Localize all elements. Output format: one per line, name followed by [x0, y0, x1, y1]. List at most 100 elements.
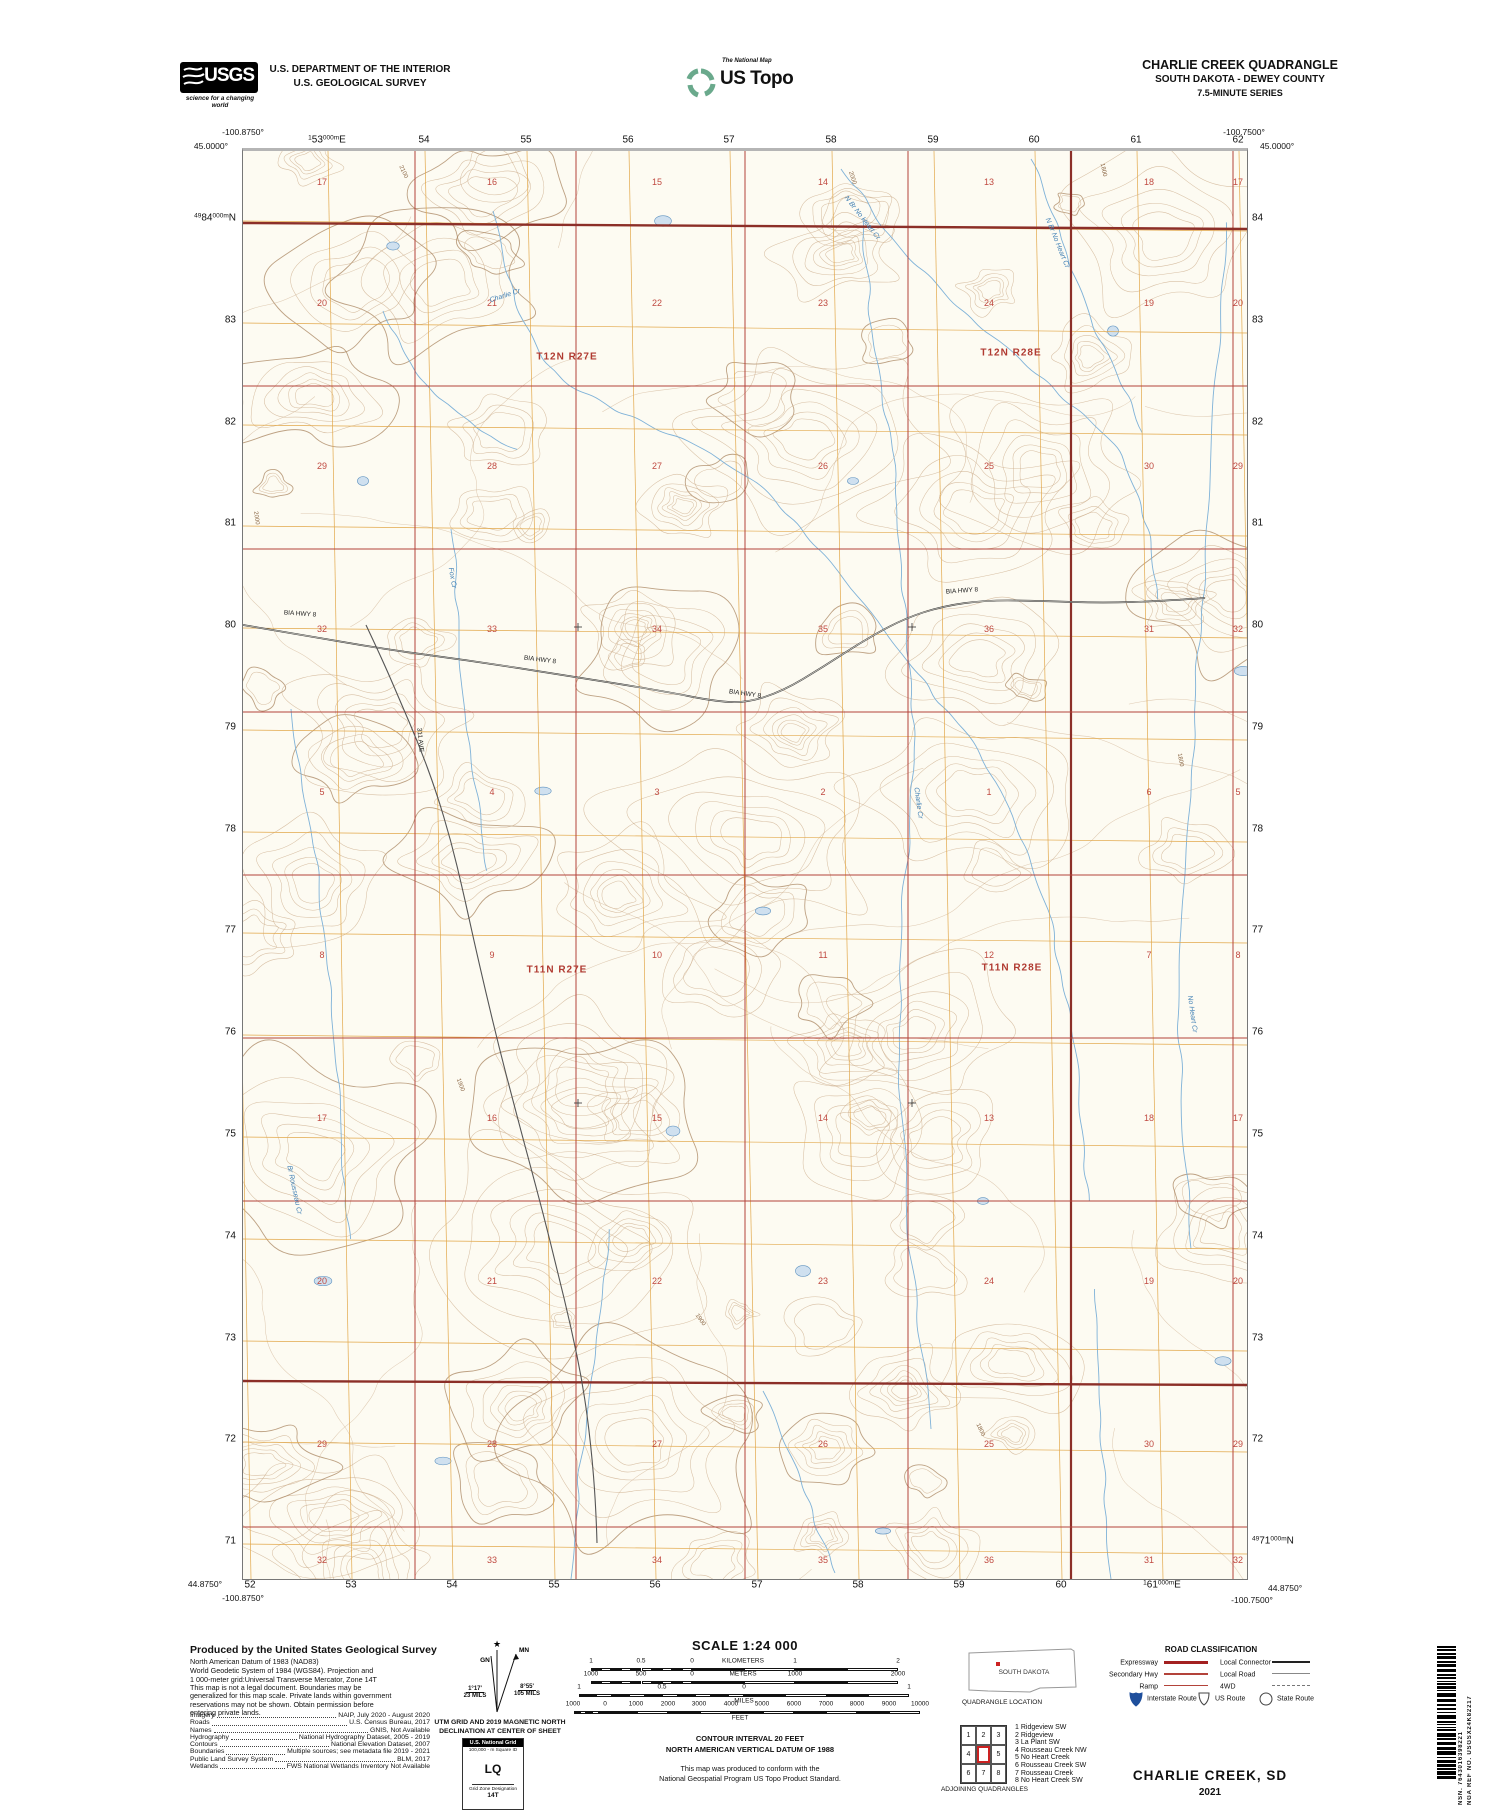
section-number: 19: [1143, 298, 1155, 308]
scalebar-segment: [731, 1711, 763, 1714]
scalebar-tick-label: 10000: [910, 1700, 930, 1708]
contour-elevation-label: 2100: [397, 164, 409, 180]
scalebar-segment: [727, 1694, 744, 1697]
corner-coordinate: 45.0000°: [193, 141, 228, 151]
section-number: 16: [486, 1113, 498, 1123]
adjoining-legend-item: 7 Rousseau Creek: [1015, 1769, 1073, 1777]
section-number: 25: [983, 461, 995, 471]
section-number: 27: [651, 1439, 663, 1449]
creek-label: Br Rousseau Cr: [285, 1164, 303, 1216]
utm-northing-right-label: 79: [1252, 721, 1264, 733]
section-number: 27: [651, 461, 663, 471]
utm-easting-top-label: 55: [520, 134, 532, 146]
usng-square-id: LQ: [484, 1762, 502, 1776]
scalebar-tick-label: 1: [577, 1683, 581, 1691]
roadclass-line-sample: [1272, 1661, 1310, 1663]
utm-northing-left-label: 72: [224, 1433, 236, 1445]
roadclass-label: Local Road: [1220, 1671, 1256, 1679]
utm-northing-right-label: 82: [1252, 416, 1264, 428]
scalebar-segment: [586, 1711, 593, 1714]
section-number: 8: [1235, 950, 1241, 960]
section-number: 17: [316, 177, 328, 187]
section-number: 26: [817, 1439, 829, 1449]
section-number: 29: [316, 1439, 328, 1449]
quad-subtitle: SOUTH DAKOTA - DEWEY COUNTY: [1155, 74, 1325, 85]
utm-easting-bottom-label: 60: [1055, 1579, 1067, 1591]
section-number: 28: [486, 461, 498, 471]
section-number: 13: [983, 177, 995, 187]
utm-northing-right-label: 83: [1252, 314, 1264, 326]
section-number: 32: [1232, 624, 1244, 634]
section-number: 21: [486, 298, 498, 308]
scalebar-segment: [611, 1668, 622, 1671]
quadrangle-location-caption: QUADRANGLE LOCATION: [961, 1699, 1043, 1706]
utm-northing-right-label: 81: [1252, 517, 1264, 529]
section-number: 19: [1143, 1276, 1155, 1286]
section-number: 9: [489, 950, 495, 960]
scalebar-segment: [661, 1694, 678, 1697]
quad-title: CHARLIE CREEK QUADRANGLE: [1142, 58, 1338, 72]
utm-northing-left-label: 82: [224, 416, 236, 428]
scalebar-segment: [678, 1694, 695, 1697]
utm-northing-right-label: 74: [1252, 1230, 1264, 1242]
datum-line: North American Datum of 1983 (NAD83): [190, 1657, 319, 1666]
section-number: 2: [820, 787, 826, 797]
scalebar-segment: [888, 1711, 920, 1714]
section-number: 31: [1143, 1555, 1155, 1565]
conform-note-2: National Geospatial Program US Topo Prod…: [659, 1774, 841, 1783]
map-area: [242, 148, 1248, 1580]
roadclass-line-sample: [1272, 1685, 1310, 1686]
dept-line-1: U.S. DEPARTMENT OF THE INTERIOR: [269, 64, 451, 75]
corner-coordinate: 44.8750°: [1268, 1583, 1303, 1593]
township-range-label: T12N R27E: [536, 351, 598, 363]
scalebar-tick-label: 7000: [818, 1700, 834, 1708]
usgs-logo: USGS: [180, 62, 258, 93]
scalebar-segment: [671, 1681, 682, 1684]
road-label: BIA HWY 8: [728, 688, 762, 700]
section-number: 12: [983, 950, 995, 960]
legal-line: entering private lands.: [190, 1708, 261, 1718]
utm-easting-top-label: 59: [927, 134, 939, 146]
contour-elevation-label: 1900: [693, 1312, 707, 1328]
contour-elevation-label: 1800: [1098, 162, 1108, 178]
section-number: 7: [1146, 950, 1152, 960]
section-number: 29: [1232, 1439, 1244, 1449]
section-number: 30: [1143, 1439, 1155, 1449]
scalebar-tick-label: 1000: [565, 1700, 581, 1708]
section-number: 29: [1232, 461, 1244, 471]
scalebar-segment: [694, 1694, 711, 1697]
utm-easting-top-label: 62: [1232, 134, 1244, 146]
section-number: 33: [486, 624, 498, 634]
contour-elevation-label: 1900: [454, 1077, 466, 1093]
utm-easting-bottom-label: 52: [244, 1579, 256, 1591]
roadclass-label: Expressway: [1120, 1659, 1158, 1667]
gn-declination: 1°17' 23 MILS: [463, 1686, 487, 1699]
section-number: 1: [986, 787, 992, 797]
section-number: 18: [1143, 177, 1155, 187]
section-number: 5: [319, 787, 325, 797]
scalebar-tick-label: 1000: [787, 1670, 803, 1678]
true-north-star: ★: [493, 1639, 501, 1649]
section-number: 35: [817, 624, 829, 634]
scalebar-segment: [762, 1711, 794, 1714]
scalebar-tick-label: 2000: [890, 1670, 906, 1678]
scalebar-tick-label: 3000: [691, 1700, 707, 1708]
section-number: 34: [651, 1555, 663, 1565]
declination-caption-2: DECLINATION AT CENTER OF SHEET: [439, 1728, 561, 1735]
scalebar-segment: [825, 1711, 857, 1714]
corner-coordinate: -100.7500°: [1231, 1595, 1273, 1605]
township-range-label: T11N R28E: [981, 962, 1043, 974]
utm-northing-left-label: 4984000mN: [194, 212, 236, 224]
credit-row: Hydrography National Hydrography Dataset,…: [190, 1733, 430, 1741]
svg-text:SOUTH DAKOTA: SOUTH DAKOTA: [999, 1669, 1050, 1676]
svg-text:GN: GN: [480, 1657, 490, 1664]
scalebar-segment: [692, 1681, 744, 1684]
section-number: 5: [1235, 787, 1241, 797]
section-number: 4: [489, 787, 495, 797]
section-number: 14: [817, 1113, 829, 1123]
section-number: 20: [1232, 1276, 1244, 1286]
section-number: 31: [1143, 624, 1155, 634]
scalebar-segment: [846, 1668, 898, 1671]
usgs-logo-text: USGS: [204, 65, 255, 86]
